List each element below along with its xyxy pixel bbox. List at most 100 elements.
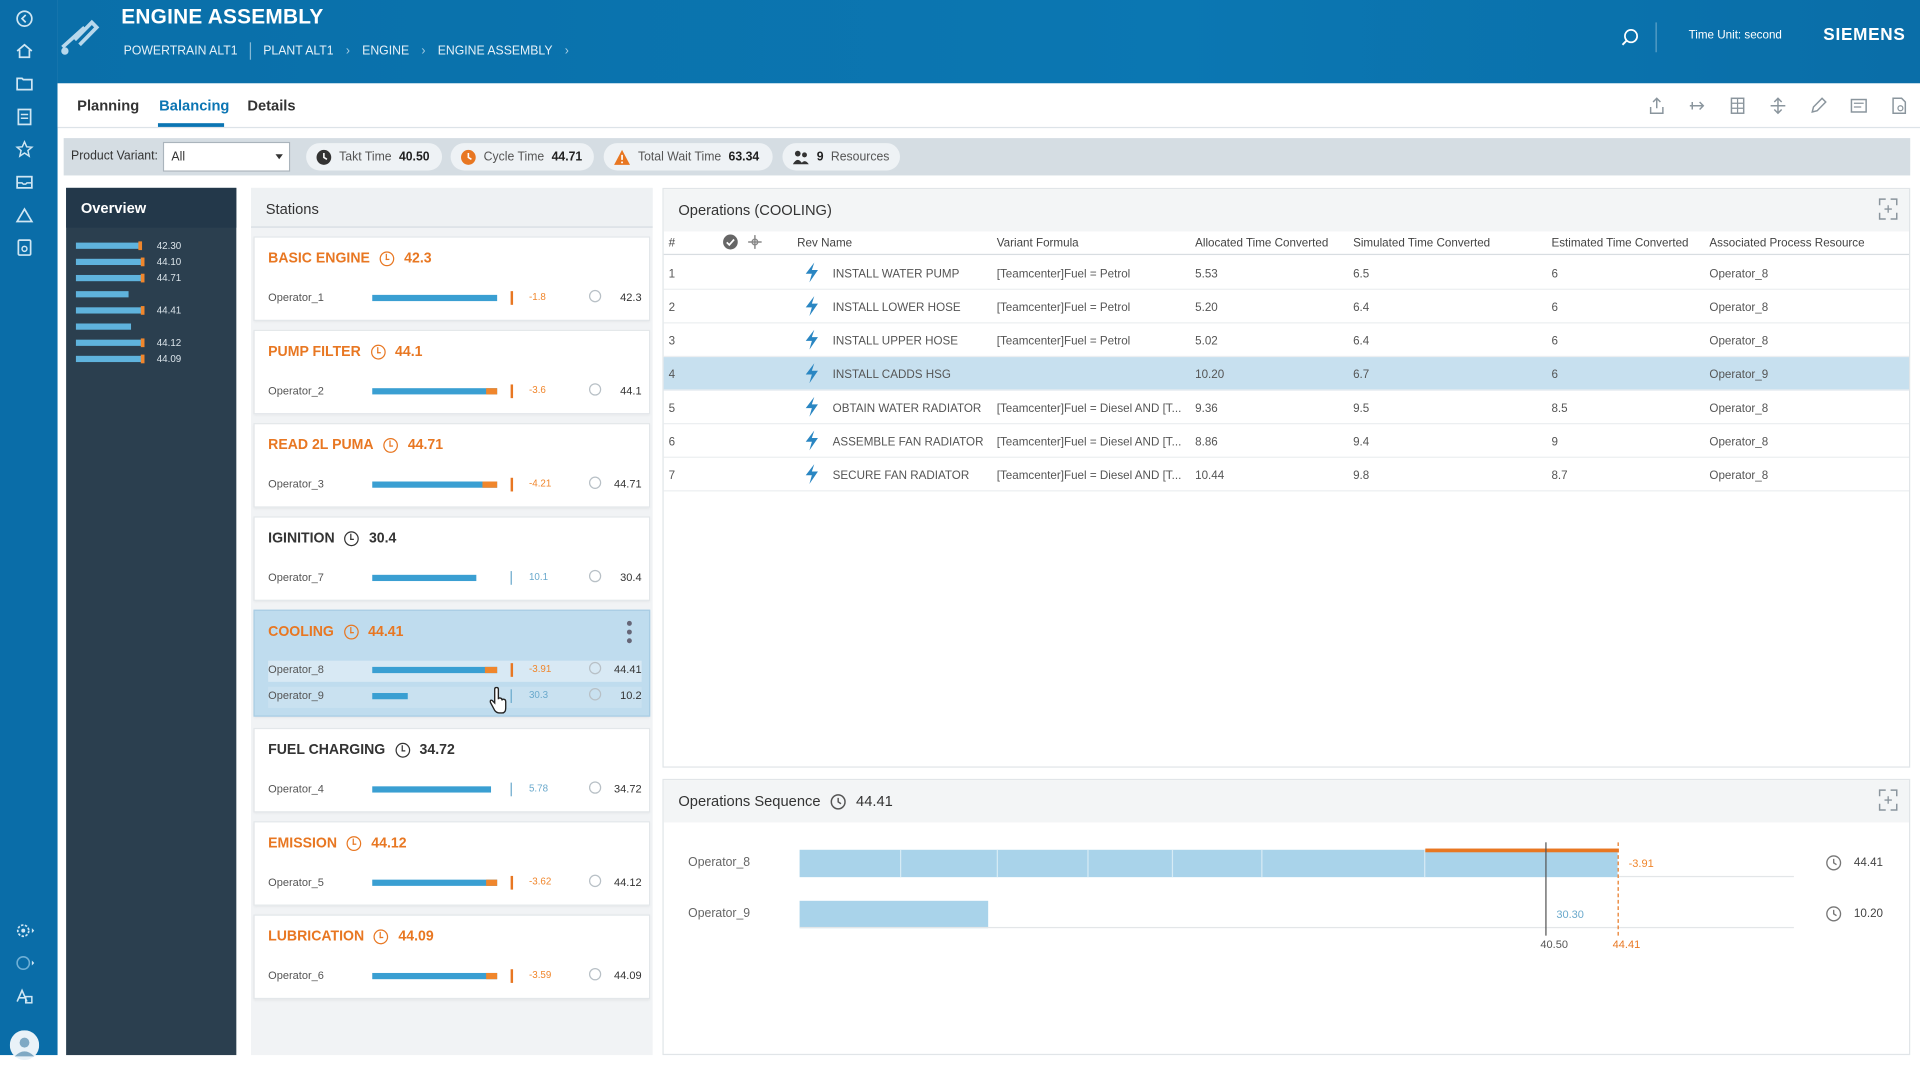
chevron-right-icon: › xyxy=(421,44,426,58)
folder-icon[interactable] xyxy=(15,73,35,93)
column-header-simulated-time[interactable]: Simulated Time Converted xyxy=(1353,236,1491,251)
move-right-icon[interactable] xyxy=(1687,96,1707,116)
operator-load-fill xyxy=(372,666,498,674)
column-header-estimated-time[interactable]: Estimated Time Converted xyxy=(1551,236,1689,251)
takt-time-marker xyxy=(510,689,512,703)
more-options-icon[interactable] xyxy=(626,620,632,647)
list-icon[interactable] xyxy=(1849,96,1869,116)
clock-icon xyxy=(588,874,602,888)
station-title: IGINITION 30.4 xyxy=(268,531,396,547)
station-card[interactable]: BASIC ENGINE 42.3 Operator_1 -1.8 42.3 xyxy=(253,236,651,322)
lightning-icon xyxy=(805,329,818,350)
column-header-variant-formula[interactable]: Variant Formula xyxy=(996,236,1079,251)
station-time: 44.12 xyxy=(371,836,407,852)
table-row[interactable]: 2 INSTALL LOWER HOSE [Teamcenter]Fuel = Pe… xyxy=(663,290,1909,324)
overview-station-bar[interactable] xyxy=(75,339,144,346)
overview-station-bar[interactable] xyxy=(75,242,141,249)
overview-station-bar[interactable] xyxy=(75,274,144,282)
overview-overtime-marker xyxy=(140,257,145,267)
tab-planning[interactable]: Planning xyxy=(77,97,140,115)
overview-overtime-marker xyxy=(138,241,143,251)
station-title: READ 2L PUMA 44.71 xyxy=(268,437,443,453)
operator-row[interactable]: Operator_3 -4.21 44.71 xyxy=(268,475,642,492)
report-icon[interactable] xyxy=(15,238,35,258)
table-row[interactable]: 4 INSTALL CADDS HSG 10.20 6.7 6 Operator_9 xyxy=(663,357,1909,391)
operator-8-sequence-bar[interactable] xyxy=(799,849,1618,878)
station-card[interactable]: READ 2L PUMA 44.71 Operator_3 -4.21 44.71 xyxy=(253,423,651,508)
operator-row[interactable]: Operator_9 30.3 10.2 xyxy=(268,686,642,708)
takt-time-axis-label: 40.50 xyxy=(1540,938,1569,951)
file-settings-icon[interactable] xyxy=(1889,96,1909,116)
operator-name: Operator_1 xyxy=(268,291,324,304)
station-name: FUEL CHARGING xyxy=(268,742,386,758)
edit-icon[interactable] xyxy=(1809,96,1829,116)
overview-station-bar[interactable] xyxy=(75,355,144,363)
takt-time-line xyxy=(1545,842,1547,936)
overview-station-bar[interactable] xyxy=(75,258,144,266)
operator-9-sequence-bar[interactable] xyxy=(799,900,989,929)
table-row[interactable]: 6 ASSEMBLE FAN RADIATOR [Teamcenter]Fuel =… xyxy=(663,424,1909,458)
operator-row[interactable]: Operator_4 5.78 34.72 xyxy=(268,780,642,797)
station-card[interactable]: COOLING 44.41 Operator_8 -3.91 44.41 Operator… xyxy=(253,609,651,717)
breadcrumb-item[interactable]: PLANT ALT1 xyxy=(263,44,334,58)
table-row[interactable]: 3 INSTALL UPPER HOSE [Teamcenter]Fuel = Pe… xyxy=(663,323,1909,358)
star-icon[interactable] xyxy=(15,139,35,159)
tab-details[interactable]: Details xyxy=(247,97,296,115)
column-header-rev-name[interactable]: Rev Name xyxy=(797,236,853,251)
expand-icon[interactable] xyxy=(1877,197,1899,222)
station-card[interactable]: EMISSION 44.12 Operator_5 -3.62 44.12 xyxy=(253,821,651,906)
overview-station-bar[interactable] xyxy=(75,291,129,298)
home-icon[interactable] xyxy=(15,41,35,61)
search-icon[interactable] xyxy=(1620,27,1640,47)
cycle-time-axis-label: 44.41 xyxy=(1612,938,1641,951)
operator-row[interactable]: Operator_1 -1.8 42.3 xyxy=(268,289,642,306)
takt-time-marker xyxy=(510,663,514,677)
user-avatar-icon[interactable] xyxy=(9,1030,40,1061)
column-header-allocated-time[interactable]: Allocated Time Converted xyxy=(1195,236,1329,251)
export-icon[interactable] xyxy=(1647,96,1667,116)
table-row[interactable]: 5 OBTAIN WATER RADIATOR [Teamcenter]Fuel =… xyxy=(663,391,1909,425)
station-card[interactable]: PUMP FILTER 44.1 Operator_2 -3.6 44.1 xyxy=(253,329,651,415)
inbox-icon[interactable] xyxy=(15,172,35,192)
settings-icon[interactable] xyxy=(15,921,35,941)
alert-icon[interactable] xyxy=(15,205,35,225)
operator-row[interactable]: Operator_6 -3.59 44.09 xyxy=(268,967,642,984)
table-row[interactable]: 1 INSTALL WATER PUMP [Teamcenter]Fuel = Pe… xyxy=(663,256,1909,290)
operator-load-bar xyxy=(372,291,514,305)
expand-icon[interactable] xyxy=(1877,788,1899,813)
operator-name: Operator_7 xyxy=(268,571,324,584)
document-icon[interactable] xyxy=(15,107,35,127)
back-icon[interactable] xyxy=(15,9,35,29)
operator-row[interactable]: Operator_5 -3.62 44.12 xyxy=(268,873,642,890)
station-card[interactable]: LUBRICATION 44.09 Operator_6 -3.59 44.09 xyxy=(253,914,651,1000)
operator-load-fill xyxy=(372,879,498,886)
product-variant-select[interactable]: All xyxy=(162,141,291,172)
column-header-number[interactable]: # xyxy=(668,236,676,251)
check-circle-icon[interactable] xyxy=(722,234,738,250)
breadcrumb-item[interactable]: ENGINE ASSEMBLY xyxy=(437,44,553,58)
table-cell: 9.8 xyxy=(1353,469,1370,483)
table-icon[interactable] xyxy=(1728,96,1748,116)
tab-balancing[interactable]: Balancing xyxy=(159,97,230,115)
overview-panel: Overview 42.30 44.10 44.71 44.41 44.12 44.09 xyxy=(66,187,237,1056)
time-unit-label[interactable]: Time Unit: second xyxy=(1688,28,1782,43)
move-icon[interactable] xyxy=(747,234,763,250)
breadcrumb-item[interactable]: ENGINE xyxy=(362,44,410,58)
sequence-title: Operations Sequence xyxy=(678,792,821,810)
station-card[interactable]: FUEL CHARGING 34.72 Operator_4 5.78 34.72 xyxy=(253,727,651,813)
distribute-icon[interactable] xyxy=(1768,96,1788,116)
operator-row[interactable]: Operator_8 -3.91 44.41 xyxy=(268,660,642,682)
help-icon[interactable] xyxy=(15,953,35,973)
operator-row[interactable]: Operator_2 -3.6 44.1 xyxy=(268,382,642,399)
stations-title: Stations xyxy=(251,187,653,228)
table-row[interactable]: 7 SECURE FAN RADIATOR [Teamcenter]Fuel = D… xyxy=(663,458,1909,492)
station-card[interactable]: IGINITION 30.4 Operator_7 10.1 30.4 xyxy=(253,516,651,601)
overview-station-bar[interactable] xyxy=(75,323,132,330)
column-header-process-resource[interactable]: Associated Process Resource xyxy=(1709,236,1865,251)
operator-row[interactable]: Operator_7 10.1 30.4 xyxy=(268,569,642,586)
clock-icon xyxy=(830,793,846,809)
breadcrumb-item[interactable]: POWERTRAIN ALT1 xyxy=(123,44,238,58)
language-icon[interactable] xyxy=(15,987,35,1007)
table-cell: [Teamcenter]Fuel = Diesel AND [T... xyxy=(996,469,1182,483)
overview-station-bar[interactable] xyxy=(75,307,144,314)
